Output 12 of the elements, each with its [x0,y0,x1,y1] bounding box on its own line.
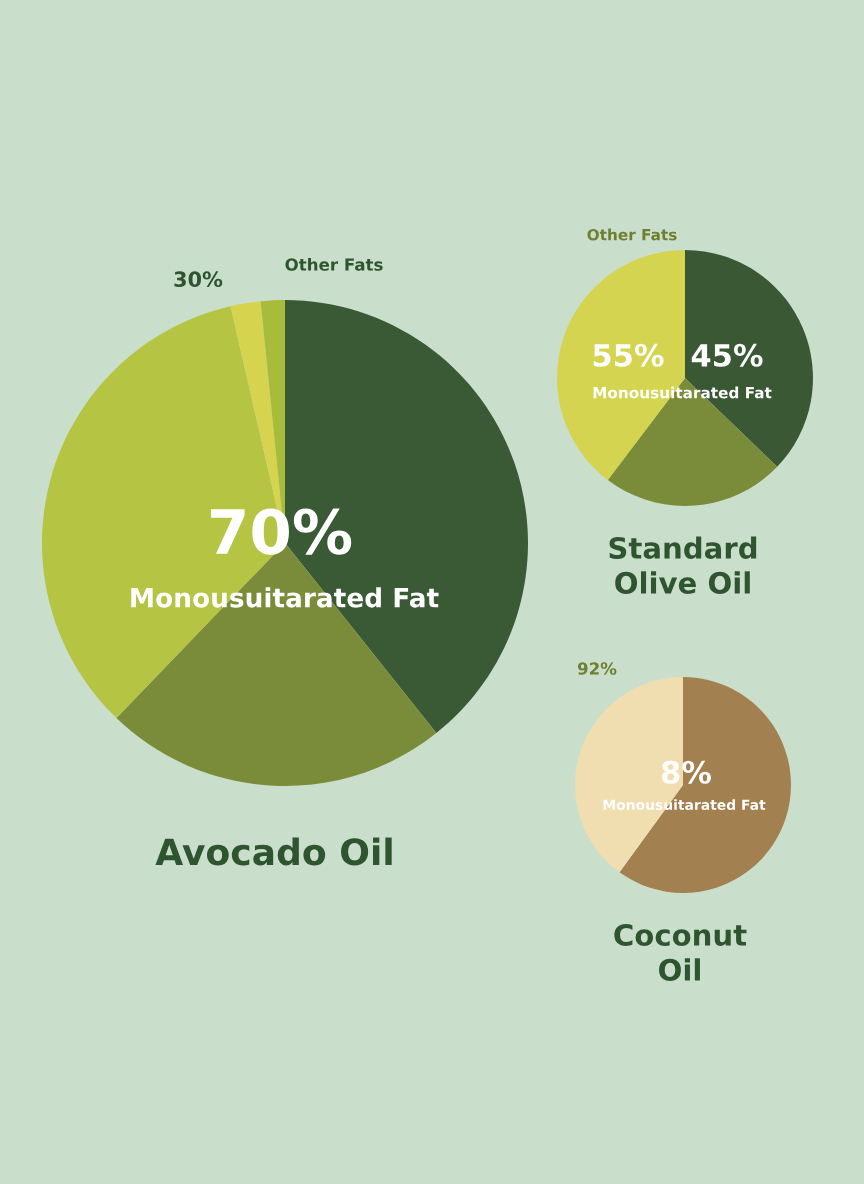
text: Other Fats [285,257,383,271]
text: Standard Olive Oil [609,536,757,594]
text: 30% [174,271,223,288]
text: 45% [691,343,763,367]
text: Other Fats [587,228,677,241]
text: 55% [593,343,664,367]
text: 8% [661,760,711,784]
text: Coconut Oil [614,923,747,981]
text: Avocado Oil [155,837,392,866]
text: 92% [577,662,617,675]
text: Monousuitarated Fat [603,799,766,811]
text: Monousuitarated Fat [131,587,439,608]
